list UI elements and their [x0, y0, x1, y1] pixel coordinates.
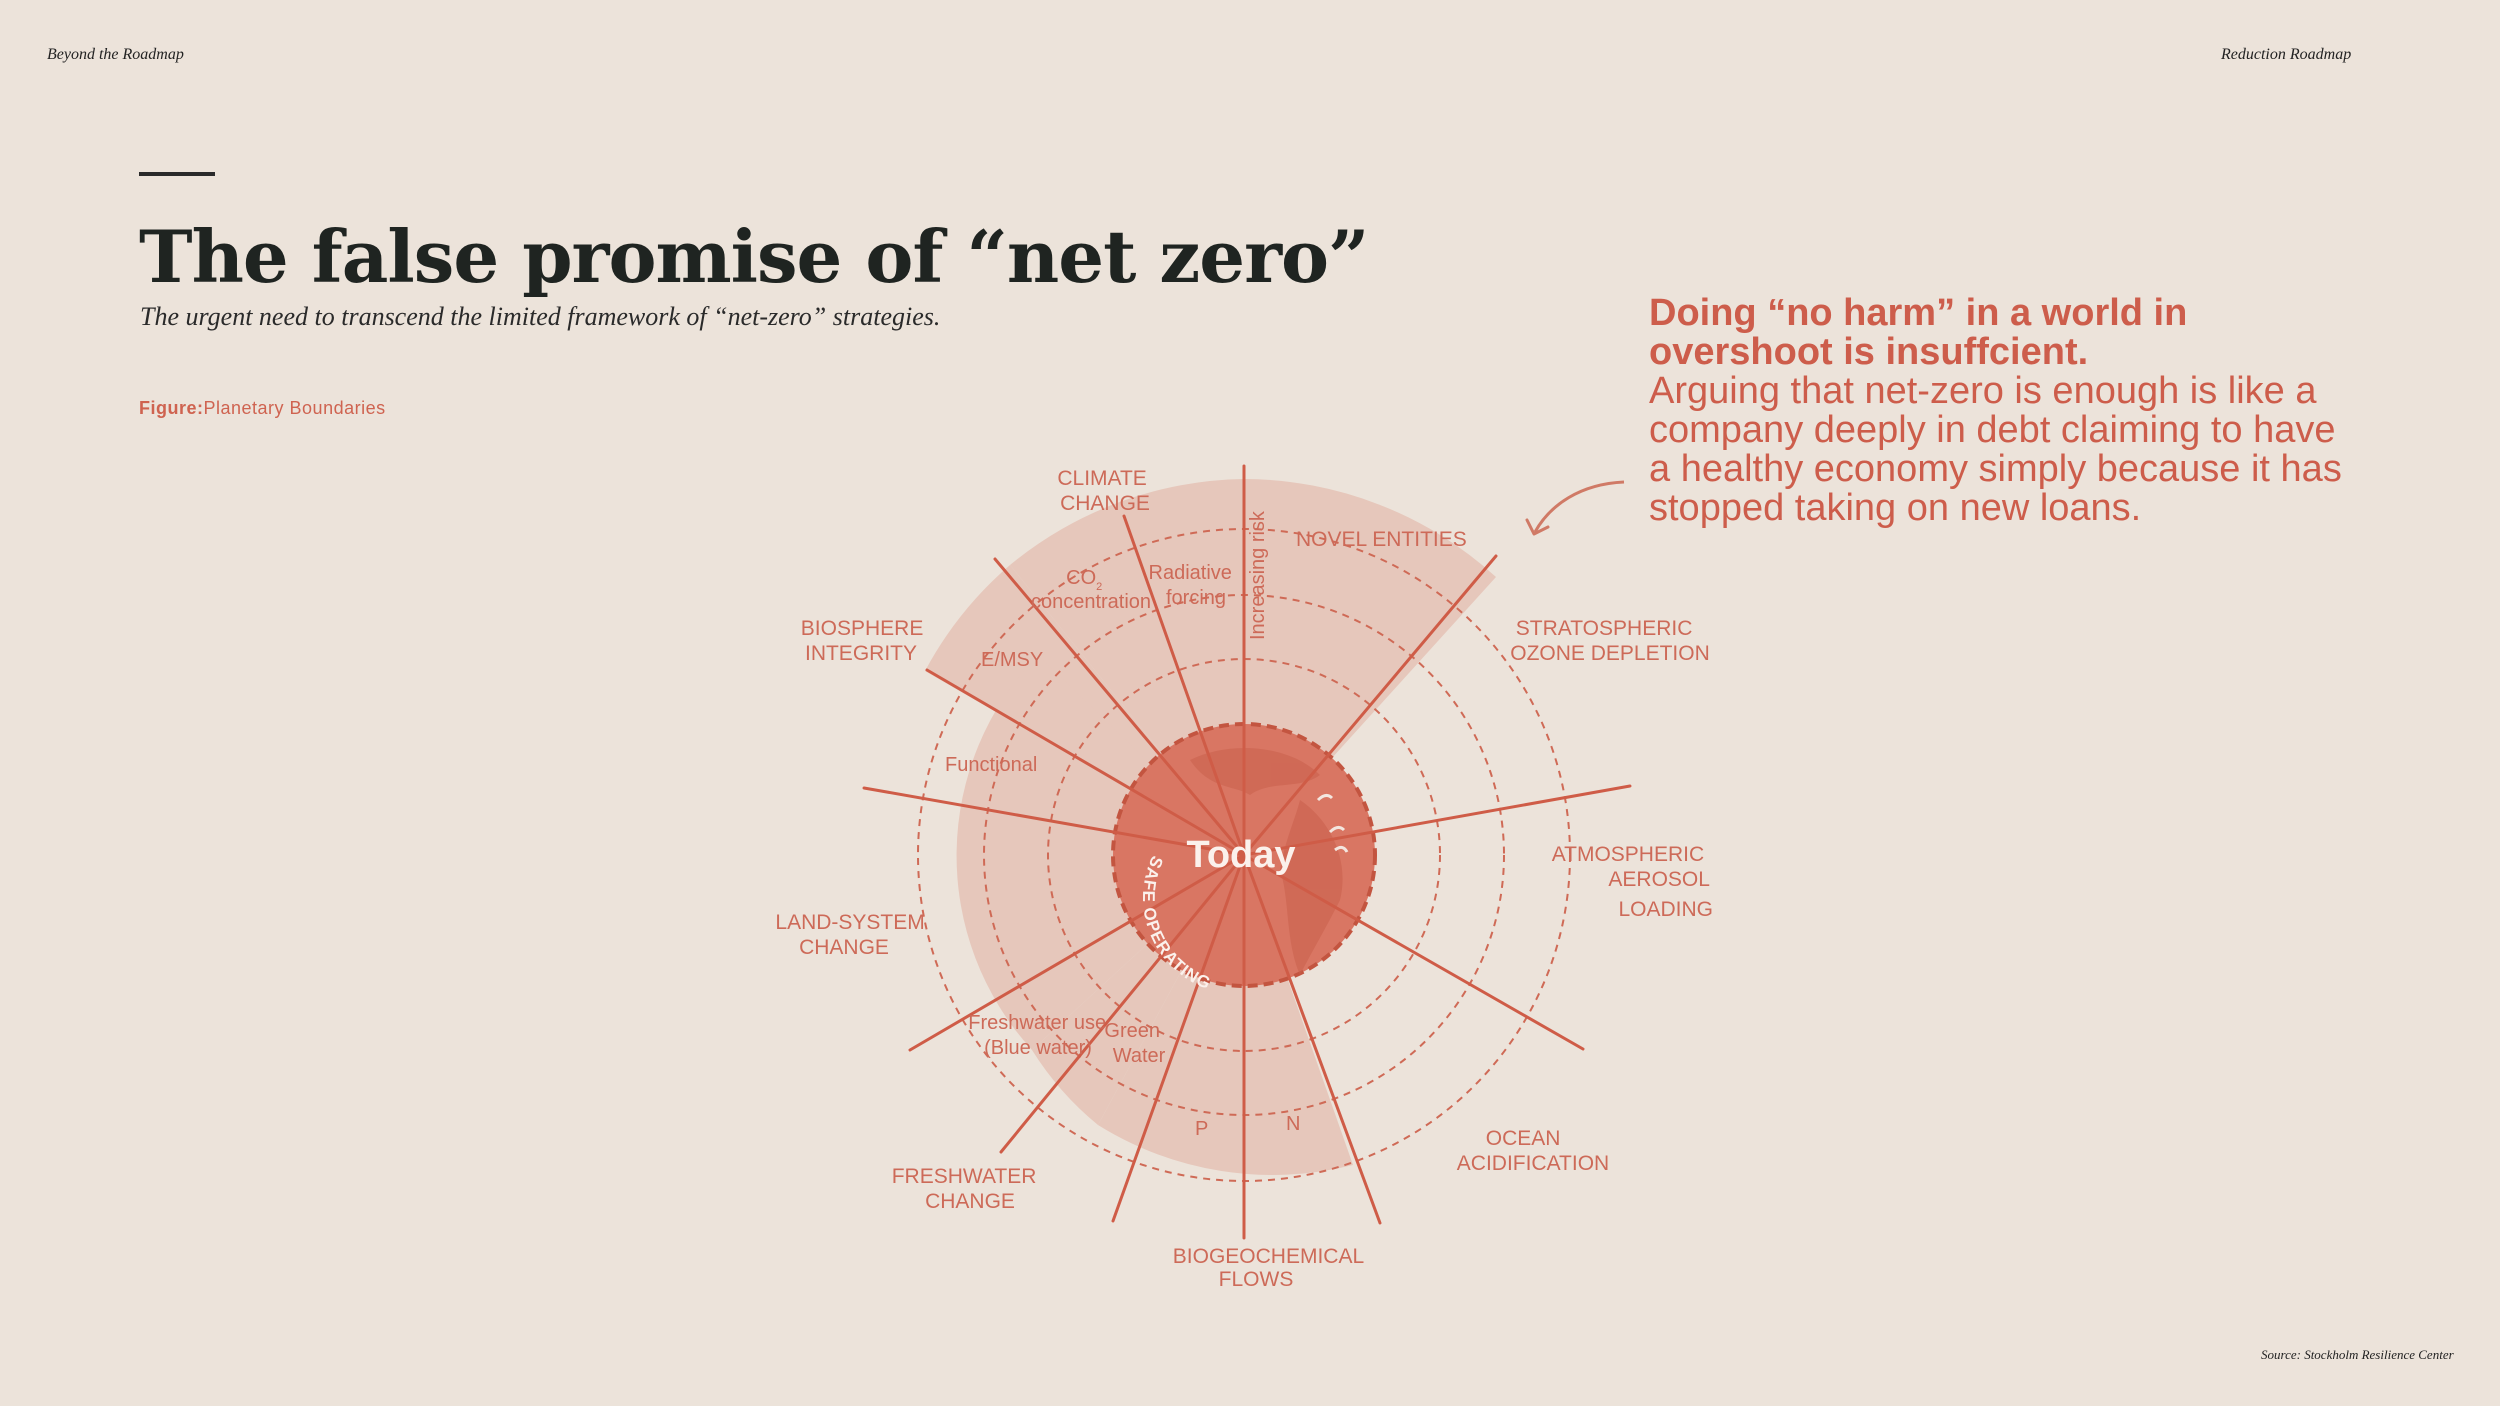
- emsy-label: E/MSY: [981, 649, 1043, 671]
- running-header-right: Reduction Roadmap: [2221, 46, 2352, 63]
- biosphere-integrity-label: BIOSPHERE INTEGRITY: [801, 617, 929, 665]
- freshwater-line-1: FRESHWATER: [892, 1165, 1037, 1188]
- running-header-left: Beyond the Roadmap: [47, 46, 184, 63]
- radiative-line-2: forcing: [1166, 587, 1226, 609]
- wedge-land: [956, 655, 1244, 1050]
- figure-caption: Figure:Planetary Boundaries: [139, 398, 386, 419]
- callout-body: Arguing that net-zero is enough is like …: [1649, 370, 2342, 529]
- green-water-label: Green Water: [1104, 1020, 1165, 1067]
- stratospheric-line-1: STRATOSPHERIC: [1516, 617, 1693, 640]
- biosphere-line-2: INTEGRITY: [805, 642, 917, 665]
- co2-line-1: CO: [1066, 567, 1096, 589]
- green-water-line-1: Green: [1104, 1020, 1160, 1042]
- radiative-line-1: Radiative: [1149, 562, 1232, 584]
- novel-entities-label: NOVEL ENTITIES: [1296, 528, 1467, 551]
- land-system-change-label: LAND-SYSTEM CHANGE: [775, 911, 930, 959]
- boundary-labels: CLIMATE CHANGE NOVEL ENTITIES STRATOSPHE…: [775, 467, 1715, 1291]
- blue-water-line-2: (Blue water): [984, 1037, 1092, 1059]
- callout-quote: Doing “no harm” in a world in overshoot …: [1649, 294, 2349, 528]
- callout-arrow: [1533, 480, 1625, 533]
- green-water-line-2: Water: [1113, 1045, 1166, 1067]
- figure-name: Planetary Boundaries: [203, 398, 386, 418]
- phosphorus-label: P: [1195, 1118, 1208, 1140]
- aerosol-line-2: AEROSOL: [1608, 868, 1709, 891]
- source-note: Source: Stockholm Resilience Center: [2261, 1347, 2454, 1362]
- callout-arrowhead-icon: [1525, 518, 1550, 536]
- climate-change-line-2: CHANGE: [1060, 492, 1150, 515]
- increasing-risk-label: Increasing risk: [1247, 510, 1269, 640]
- wedge-biogeochemical: [1098, 855, 1353, 1175]
- ocean-line-2: ACIDIFICATION: [1457, 1152, 1609, 1175]
- co2-line-2: concentration: [1031, 591, 1151, 613]
- page-title: The false promise of “net zero”: [139, 214, 1369, 299]
- aerosol-line-1: ATMOSPHERIC: [1552, 843, 1704, 866]
- land-system-line-1: LAND-SYSTEM: [775, 911, 924, 934]
- biogeochemical-flows-label: BIOGEOCHEMICAL FLOWS: [1173, 1245, 1369, 1291]
- figure-prefix: Figure:: [139, 398, 204, 418]
- boundary-spokes: [862, 464, 1632, 1240]
- novel-entities-line-1: NOVEL ENTITIES: [1296, 528, 1467, 551]
- earth-map-icon: [1190, 748, 1343, 975]
- atmospheric-aerosol-label: ATMOSPHERIC AEROSOL LOADING: [1552, 843, 1715, 921]
- land-system-line-2: CHANGE: [799, 936, 889, 959]
- freshwater-change-label: FRESHWATER CHANGE: [892, 1165, 1043, 1213]
- stratospheric-line-2: OZONE DEPLETION: [1510, 642, 1710, 665]
- nitrogen-label: N: [1286, 1113, 1300, 1135]
- callout-headline: Doing “no harm” in a world in overshoot …: [1649, 292, 2188, 373]
- radiative-forcing-label: Radiative forcing: [1149, 562, 1238, 609]
- climate-change-line-1: CLIMATE: [1057, 467, 1146, 490]
- co2-subscript: 2: [1096, 581, 1102, 593]
- freshwater-line-2: CHANGE: [925, 1190, 1015, 1213]
- control-variable-labels: CO2 concentration Radiative forcing E/MS…: [945, 562, 1300, 1140]
- functional-label: Functional: [945, 754, 1037, 776]
- blue-water-line-1: Freshwater use: [968, 1012, 1106, 1034]
- blue-water-label: Freshwater use (Blue water): [968, 1012, 1111, 1059]
- biogeochemical-line-2: FLOWS: [1219, 1268, 1294, 1291]
- stratospheric-ozone-label: STRATOSPHERIC OZONE DEPLETION: [1510, 617, 1710, 665]
- aerosol-line-3: LOADING: [1618, 898, 1713, 921]
- biogeochemical-line-1: BIOGEOCHEMICAL: [1173, 1245, 1364, 1268]
- climate-change-label: CLIMATE CHANGE: [1057, 467, 1152, 515]
- today-label: Today: [1186, 834, 1295, 876]
- co2-label: CO2 concentration: [1031, 567, 1151, 613]
- page-subtitle: The urgent need to transcend the limited…: [140, 302, 941, 331]
- biosphere-line-1: BIOSPHERE: [801, 617, 924, 640]
- title-rule: [139, 172, 215, 176]
- ocean-acidification-label: OCEAN ACIDIFICATION: [1457, 1127, 1609, 1175]
- ocean-line-1: OCEAN: [1486, 1127, 1561, 1150]
- cloud-marks: [1316, 793, 1349, 853]
